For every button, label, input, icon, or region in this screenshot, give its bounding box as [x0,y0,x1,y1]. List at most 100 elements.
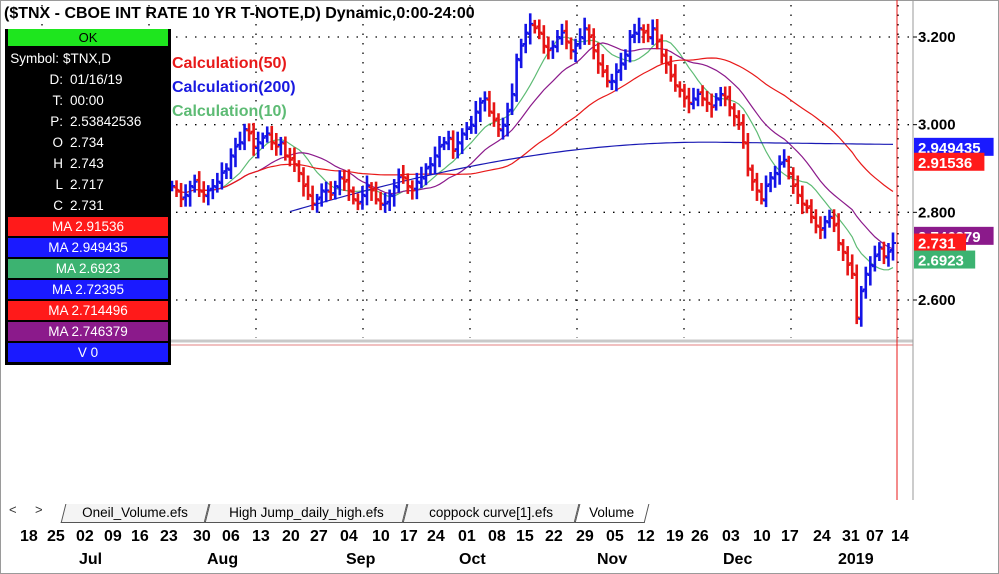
ma-value-row: MA 2.91536 [8,217,168,236]
x-day-label: 09 [104,528,122,545]
ohlc-bar [763,175,770,208]
info-row-value: $TNX,D [63,51,112,66]
ma-value-row: MA 2.72395 [8,280,168,299]
x-day-label: 15 [516,528,534,545]
ohlc-bar [500,117,507,140]
ohlc-bar [808,199,815,224]
ma-value-row: MA 2.714496 [8,301,168,320]
ohlc-bar [318,183,325,207]
ohlc-bar [200,181,207,203]
ohlc-bar [481,91,488,112]
ohlc-bar [237,131,244,151]
tab-next-icon[interactable]: > [35,502,43,517]
ohlc-bar [286,147,293,167]
study-tab[interactable]: Volume [574,504,650,523]
ohlc-bar [522,23,529,54]
info-row-value: 00:00 [70,93,104,108]
ohlc-bar [450,130,457,159]
ohlc-bar [572,38,579,62]
chart-title: ($TNX - CBOE INT RATE 10 YR T-NOTE,D) Dy… [4,5,475,22]
ohlc-bar [295,160,302,183]
ohlc-bar [699,85,706,107]
x-day-label: 29 [576,528,594,545]
ohlc-bar [803,199,810,214]
ohlc-bar [404,173,411,194]
x-day-label: 14 [891,528,909,545]
x-day-label: 06 [222,528,240,545]
x-day-label: 27 [310,528,328,545]
x-day-label: 17 [400,528,418,545]
ohlc-bar [835,213,842,251]
ohlc-bar [490,102,497,127]
study-tab-label: coppock curve[1].efs [429,505,554,520]
ohlc-bar [599,54,606,78]
ohlc-bar [332,180,339,200]
x-day-label: 23 [160,528,178,545]
ohlc-bar [767,172,774,193]
ohlc-bar [173,180,180,197]
info-row-value: 2.743 [70,156,104,171]
ohlc-bar [640,24,647,44]
info-row-label: H [53,156,63,171]
ohlc-bar [772,165,779,188]
ohlc-bar [713,93,720,111]
ohlc-bar [472,100,479,134]
ohlc-bars [169,13,896,327]
ohlc-bar [468,115,475,134]
x-day-label: 05 [606,528,624,545]
x-day-label: 16 [131,528,149,545]
x-month-label: Jul [79,551,103,568]
price-tag: 2.731 [914,233,966,253]
ohlc-bar [259,132,266,149]
ma-value-row: MA 2.949435 [8,238,168,257]
ohlc-bar [309,185,316,211]
ohlc-bar [178,182,185,208]
svg-text:2.949435: 2.949435 [918,140,981,157]
ohlc-bar [862,266,869,299]
ohlc-bar [413,172,420,200]
ohlc-bar [608,73,615,91]
ohlc-bar [658,34,665,64]
ohlc-bar [740,114,747,149]
ohlc-bar [314,193,321,213]
x-month-label: Oct [459,551,486,568]
ohlc-bar [264,126,271,143]
ohlc-bar [695,88,702,107]
ohlc-bar [876,242,883,261]
ohlc-bar [871,245,878,272]
ohlc-bar [377,191,384,211]
tab-prev-icon[interactable]: < [9,502,17,517]
calculation-label: Calculation(10) [172,103,287,120]
ohlc-bar [427,157,434,175]
ohlc-bar [840,239,847,261]
ohlc-bar [631,23,638,44]
ohlc-bar [595,42,602,74]
ohlc-bar [509,83,516,116]
ohlc-bar [885,243,892,267]
ohlc-bar [527,13,534,45]
info-row-label: Symbol: [10,51,59,66]
study-tab[interactable]: Oneil_Volume.efs [60,504,210,523]
ohlc-bar [649,19,656,45]
price-tag: 2.91536 [914,152,985,172]
y-tick-label: 2.600 [918,292,956,309]
ohlc-bar [817,216,824,240]
ma-value-row: MA 2.746379 [8,322,168,341]
ohlc-bar [577,28,584,50]
ohlc-bar [432,146,439,175]
x-month-label: Aug [207,551,239,568]
study-tab-label: Oneil_Volume.efs [82,505,189,520]
ok-button[interactable]: OK [8,29,168,46]
ohlc-bar [604,65,611,88]
ohlc-bar [844,246,851,276]
ohlc-bar [187,180,194,207]
ohlc-bar [744,132,751,177]
x-day-label: 20 [282,528,300,545]
x-day-label: 22 [545,528,563,545]
study-tab[interactable]: coppock curve[1].efs [402,504,580,523]
study-tab[interactable]: High Jump_daily_high.efs [204,504,408,523]
ohlc-bar [477,97,484,123]
ohlc-bar [704,90,711,112]
ohlc-bar [513,53,520,102]
